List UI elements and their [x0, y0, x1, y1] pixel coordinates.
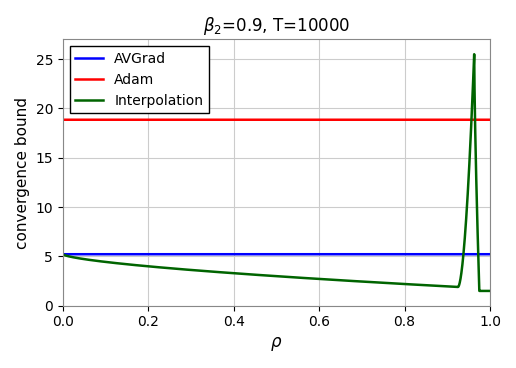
Title: $\beta_2$=0.9, T=10000: $\beta_2$=0.9, T=10000: [203, 15, 350, 37]
AVGrad: [411, 252, 417, 256]
Interpolation: [411, 282, 417, 287]
Interpolation: [471, 52, 477, 56]
Y-axis label: convergence bound: convergence bound: [15, 96, 30, 248]
AVGrad: [60, 252, 66, 256]
Interpolation: [476, 289, 482, 293]
AVGrad: [378, 252, 384, 256]
Interpolation: [487, 289, 493, 293]
AVGrad: [316, 252, 322, 256]
Interpolation: [137, 263, 143, 268]
AVGrad: [223, 252, 229, 256]
Interpolation: [337, 278, 344, 283]
AVGrad: [487, 252, 493, 256]
Line: Interpolation: Interpolation: [63, 54, 490, 291]
Adam: [487, 117, 493, 122]
Adam: [337, 117, 344, 122]
Interpolation: [378, 280, 384, 285]
Adam: [137, 117, 143, 122]
AVGrad: [137, 252, 143, 256]
Adam: [378, 117, 384, 122]
X-axis label: $\rho$: $\rho$: [270, 335, 283, 353]
Interpolation: [60, 252, 66, 256]
Adam: [223, 117, 229, 122]
Interpolation: [316, 277, 322, 281]
Adam: [60, 117, 66, 122]
AVGrad: [337, 252, 344, 256]
Adam: [316, 117, 322, 122]
Adam: [411, 117, 417, 122]
Interpolation: [223, 270, 229, 275]
Legend: AVGrad, Adam, Interpolation: AVGrad, Adam, Interpolation: [70, 46, 209, 113]
